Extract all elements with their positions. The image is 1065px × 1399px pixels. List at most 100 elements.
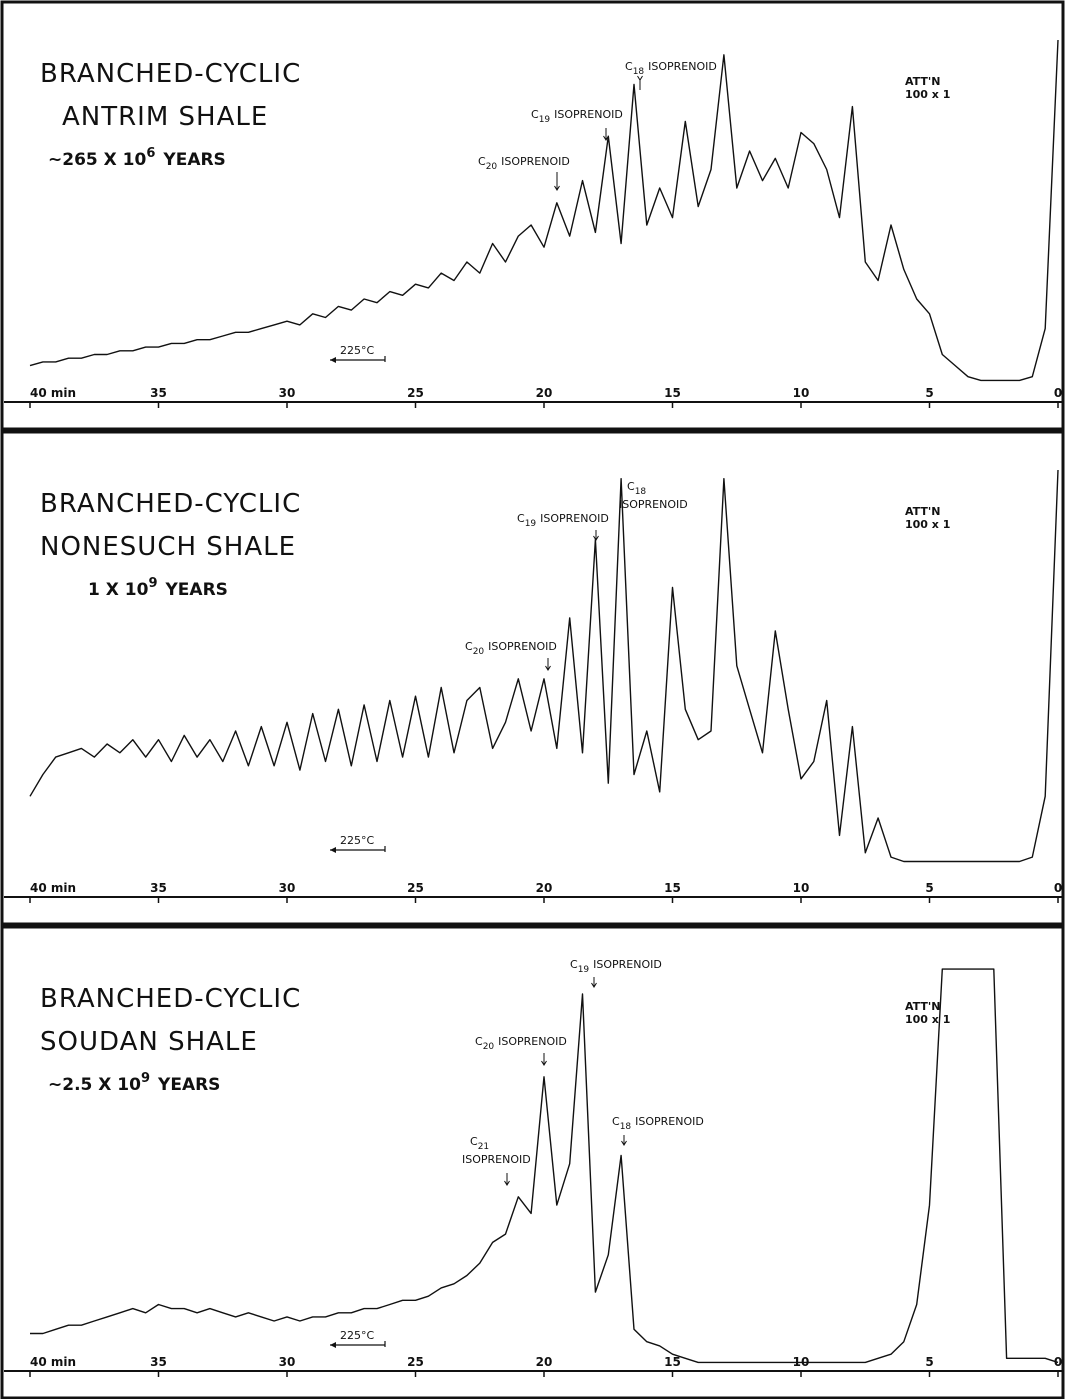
- chromatogram-trace: [29, 39, 1059, 382]
- x-tick-label: 35: [150, 881, 167, 895]
- x-tick-label: 40 min: [30, 386, 76, 400]
- peak-annotation: C21 ISOPRENOID: [462, 1135, 531, 1166]
- annotation-text: ISOPRENOID: [554, 108, 623, 121]
- sample-name: ANTRIM SHALE: [62, 102, 268, 132]
- age-unit: YEARS: [162, 150, 225, 170]
- x-tick-label: 15: [664, 881, 681, 895]
- x-tick-label: 40 min: [30, 881, 76, 895]
- x-tick-label: 10: [793, 386, 810, 400]
- x-tick-label: 20: [536, 1355, 553, 1369]
- x-tick-label: 25: [407, 881, 424, 895]
- age-unit: YEARS: [164, 580, 227, 600]
- sample-name: SOUDAN SHALE: [40, 1027, 258, 1057]
- peak-annotation: C19 ISOPRENOID: [570, 958, 662, 975]
- chart-title: BRANCHED-CYCLIC: [40, 984, 301, 1014]
- x-tick-label: 30: [279, 386, 296, 400]
- chromatogram-trace: [30, 968, 1059, 1364]
- chromatogram-trace: [29, 469, 1059, 863]
- annotation-text: ISOPRENOID: [619, 498, 688, 511]
- annotation-text: ISOPRENOID: [635, 1115, 704, 1128]
- x-tick-label: 30: [279, 881, 296, 895]
- annotation-text: ISOPRENOID: [593, 958, 662, 971]
- temperature-arrowhead: [330, 357, 336, 363]
- annotation-label: C: [475, 1035, 483, 1048]
- x-tick-label: 40 min: [30, 1355, 76, 1369]
- annotation-text: ISOPRENOID: [498, 1035, 567, 1048]
- peak-annotation: C20 ISOPRENOID: [478, 155, 570, 172]
- temperature-arrowhead: [330, 1342, 336, 1348]
- annotation-subscript: 20: [486, 162, 498, 172]
- attenuation: ATT'N: [905, 1000, 941, 1013]
- x-tick-label: 25: [407, 386, 424, 400]
- peak-annotation: C18 ISOPRENOID: [612, 1115, 704, 1132]
- age: 1 X 109 YEARS: [88, 576, 228, 600]
- annotation-arrowhead: [541, 1060, 547, 1066]
- panel-frame: [0, 430, 1065, 926]
- attenuation: ATT'N: [905, 505, 941, 518]
- annotation-label: C: [478, 155, 486, 168]
- sample-name: NONESUCH SHALE: [40, 532, 296, 562]
- age: ~2.5 X 109 YEARS: [48, 1071, 220, 1095]
- annotation-label: C: [612, 1115, 620, 1128]
- panel-frame: [0, 0, 1065, 431]
- age-unit: YEARS: [157, 1075, 220, 1095]
- peak-annotation: C20 ISOPRENOID: [465, 640, 557, 657]
- panel-frame: [0, 925, 1065, 1399]
- age: ~265 X 106 YEARS: [48, 146, 226, 170]
- annotation-arrowhead: [591, 982, 597, 988]
- age-exponent: 9: [141, 1071, 150, 1086]
- annotation-subscript: 20: [483, 1042, 495, 1052]
- age-text: ~2.5 X 10: [48, 1075, 141, 1095]
- annotation-subscript: 19: [578, 965, 590, 975]
- annotation-text: ISOPRENOID: [488, 640, 557, 653]
- panel: 40 min 35 30 25 20 15 10 5 0BRANCHED-CYCLICSOUDA…: [0, 925, 1065, 1399]
- x-tick-label: 30: [279, 1355, 296, 1369]
- annotation-label: C: [627, 480, 635, 493]
- annotation-subscript: 19: [539, 115, 551, 125]
- annotation-label: C: [531, 108, 539, 121]
- annotation-subscript: 18: [633, 67, 645, 77]
- attenuation: ATT'N: [905, 75, 941, 88]
- peak-annotation: C19 ISOPRENOID: [517, 512, 609, 529]
- panel: 40 min 35 30 25 20 15 10 5 0 BRANCHED-CYCLIC NONES…: [0, 430, 1065, 926]
- temperature-arrowhead: [330, 847, 336, 853]
- peak-annotation: C19 ISOPRENOID: [531, 108, 623, 125]
- x-tick-label: 5: [925, 386, 933, 400]
- annotation-arrowhead: [545, 665, 551, 671]
- temperature-label: 225°C: [340, 344, 374, 357]
- annotation-text: ISOPRENOID: [648, 60, 717, 73]
- age-exponent: 6: [146, 146, 155, 161]
- x-tick-label: 0: [1054, 881, 1062, 895]
- x-tick-label: 15: [664, 1355, 681, 1369]
- x-tick-label: 0: [1054, 386, 1062, 400]
- annotation-label: C: [570, 958, 578, 971]
- x-tick-label: 5: [925, 1355, 933, 1369]
- age-text: 1 X 10: [88, 580, 149, 600]
- annotation-label: C: [625, 60, 633, 73]
- annotation-subscript: 19: [525, 519, 537, 529]
- chart-title: BRANCHED-CYCLIC: [40, 489, 301, 519]
- temperature-label: 225°C: [340, 834, 374, 847]
- annotation-subscript: 18: [635, 487, 647, 497]
- age-exponent: 9: [148, 576, 157, 591]
- annotation-arrowhead: [504, 1180, 510, 1186]
- annotation-text: ISOPRENOID: [501, 155, 570, 168]
- attenuation: 100 x 1: [905, 518, 950, 531]
- x-tick-label: 20: [536, 881, 553, 895]
- panel: 40 min 35 30 25 20 15 10 5 0 BRANCHED-CYCLIC ANTRI…: [0, 0, 1065, 431]
- annotation-text: ISOPRENOID: [540, 512, 609, 525]
- attenuation: 100 x 1: [905, 1013, 950, 1026]
- annotation-arrowhead: [554, 185, 560, 191]
- temperature-label: 225°C: [340, 1329, 374, 1342]
- x-tick-label: 35: [150, 1355, 167, 1369]
- annotation-subscript: 20: [473, 647, 485, 657]
- age-text: ~265 X 10: [48, 150, 147, 170]
- annotation-label: C: [470, 1135, 478, 1148]
- peak-annotation: C20 ISOPRENOID: [475, 1035, 567, 1052]
- x-tick-label: 5: [925, 881, 933, 895]
- x-tick-label: 20: [536, 386, 553, 400]
- peak-annotation: C18 ISOPRENOID: [619, 480, 688, 511]
- attenuation: 100 x 1: [905, 88, 950, 101]
- annotation-text: ISOPRENOID: [462, 1153, 531, 1166]
